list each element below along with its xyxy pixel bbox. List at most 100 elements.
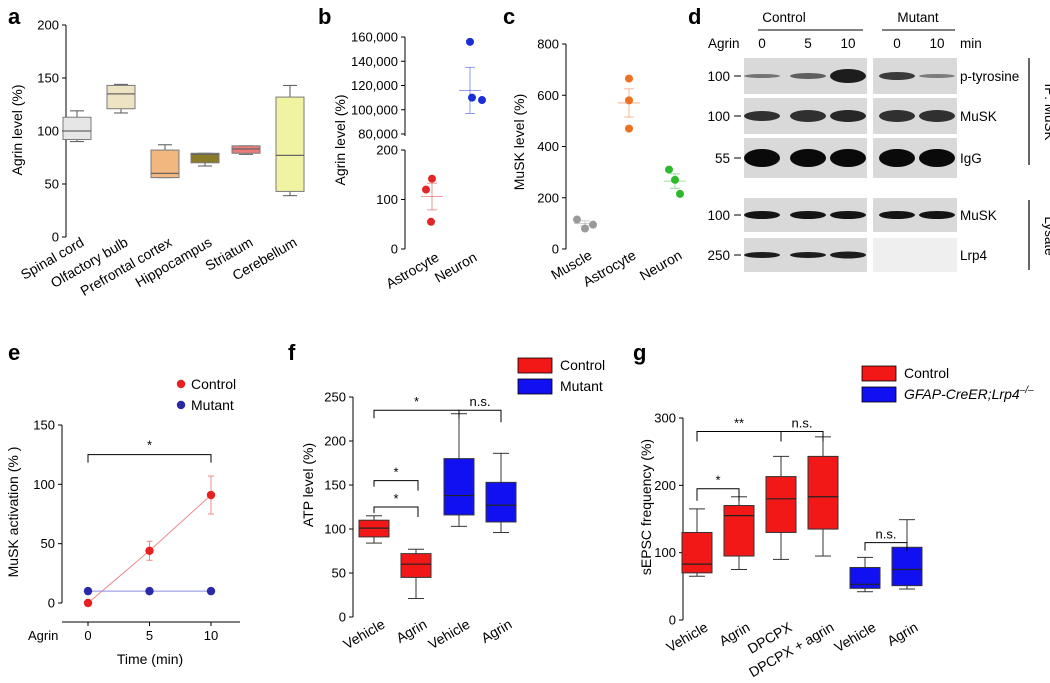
chart-c-ytick-label: 800	[537, 37, 559, 52]
chart-g-sig-bracket	[780, 430, 824, 442]
blot-row-label: MuSK	[960, 208, 997, 223]
chart-b-upper-ytick-label: 160,000	[351, 30, 398, 45]
chart-e-point	[206, 586, 216, 596]
panel-label-d: d	[688, 4, 701, 29]
chart-b-upper-ytick-label: 120,000	[351, 78, 398, 93]
blot-band	[790, 149, 826, 167]
chart-a-box	[190, 152, 220, 164]
panel-label-a: a	[8, 4, 21, 29]
chart-e-musk-activation: MuSK activation (% ) Agrin Time (min) 0 5…	[5, 376, 240, 667]
chart-c-ytick-label: 0	[552, 242, 559, 257]
chart-f-xlabel: Agrin	[393, 616, 429, 646]
chart-e-xtick-label: 5	[146, 628, 153, 643]
chart-e-point	[83, 598, 93, 608]
chart-c-point	[625, 124, 633, 133]
chart-g-sepsc: sEPSC frequency (%) 0 100 200 300 ** n.s. * n.…	[638, 365, 1034, 680]
chart-b-lower-ytick-label: 100	[376, 192, 398, 207]
chart-c-ytick-label: 600	[537, 88, 559, 103]
blot-row-label: Lrp4	[960, 248, 988, 263]
chart-f-xlabel: Vehicle	[340, 616, 387, 653]
chart-b-upper-ytick-label: 80,000	[358, 127, 398, 142]
blot-band	[744, 149, 780, 167]
chart-g-ylabel: sEPSC frequency (%)	[638, 439, 654, 575]
panel-label-g: g	[633, 340, 646, 365]
chart-g-sig-bracket	[864, 542, 908, 551]
chart-f-sig-label: *	[393, 491, 398, 506]
chart-f-xlabel: Agrin	[478, 616, 514, 646]
chart-f-ylabel: ATP level (%)	[300, 443, 316, 527]
blot-band	[830, 211, 866, 219]
blot-ip-label: IP: MuSK	[1042, 83, 1050, 140]
panel-label-b: b	[318, 4, 331, 29]
chart-a-box	[275, 96, 305, 192]
blot-band	[744, 74, 780, 78]
chart-c-point	[581, 224, 589, 233]
chart-e-legend-marker	[176, 379, 186, 389]
chart-e-xtick-label: 10	[204, 628, 218, 643]
chart-c-xlabel: Neuron	[637, 247, 685, 284]
chart-e-x-prefix: Agrin	[28, 628, 58, 643]
chart-c-ylabel: MuSK level (%)	[511, 94, 527, 190]
blot-mw-label: 250	[707, 248, 730, 263]
blot-band	[744, 252, 780, 258]
chart-f-ytick-label: 100	[324, 522, 346, 537]
chart-e-xtick-label: 0	[84, 628, 91, 643]
chart-f-legend-swatch	[517, 378, 553, 395]
blot-group-mutant: Mutant	[897, 10, 939, 25]
chart-a-ytick-label: 200	[37, 18, 59, 33]
chart-f-legend-swatch	[517, 357, 553, 374]
chart-b-point	[428, 174, 436, 183]
chart-e-ytick-label: 50	[41, 536, 55, 551]
chart-b-point	[422, 185, 430, 194]
chart-b-point	[478, 96, 486, 105]
chart-f-ytick-label: 50	[332, 566, 346, 581]
chart-e-legend-marker	[176, 400, 186, 410]
chart-f-sig-label: n.s.	[470, 394, 491, 409]
chart-e-ytick-label: 150	[33, 418, 55, 433]
chart-a-ytick-label: 150	[37, 71, 59, 86]
blot-band	[830, 251, 866, 259]
chart-b-lower-ytick-label: 200	[376, 143, 398, 158]
blot-band	[830, 110, 866, 122]
blot-mw-label: 55	[715, 151, 730, 166]
blot-mw-label: 100	[707, 69, 730, 84]
chart-g-box	[807, 455, 839, 530]
chart-f-ytick-label: 200	[324, 434, 346, 449]
blot-band	[919, 149, 955, 167]
chart-b-ylabel: Agrin level (%)	[332, 94, 348, 185]
blot-lysate-label: Lysate	[1042, 216, 1050, 255]
chart-a-ytick-label: 50	[45, 177, 59, 192]
chart-f-box	[443, 458, 475, 516]
chart-e-xlabel: Time (min)	[117, 651, 183, 667]
chart-c-point	[676, 189, 684, 198]
chart-b-upper-ytick-label: 140,000	[351, 54, 398, 69]
chart-g-ytick-label: 200	[654, 478, 676, 493]
chart-g-ytick-label: 0	[669, 613, 676, 628]
blot-membrane-mutant	[873, 238, 957, 272]
blot-time-label: 10	[929, 36, 944, 51]
chart-e-sig-label: *	[147, 438, 152, 453]
chart-c-ytick-label: 200	[537, 190, 559, 205]
chart-f-legend-label: Mutant	[560, 378, 603, 394]
chart-f-sig-bracket	[373, 409, 460, 419]
chart-g-legend-swatch	[861, 365, 897, 382]
chart-c-point	[625, 74, 633, 83]
chart-e-point	[145, 546, 154, 555]
chart-c-point	[665, 165, 673, 174]
blot-agrin-label: Agrin	[708, 36, 740, 51]
blot-band	[879, 149, 915, 167]
blot-band	[790, 73, 826, 79]
chart-g-xlabel: Agrin	[884, 619, 920, 649]
chart-g-legend-label: Control	[904, 365, 949, 381]
chart-g-ytick-label: 100	[654, 545, 676, 560]
chart-f-sig-bracket	[373, 506, 419, 517]
blot-band	[879, 211, 915, 219]
blot-band	[830, 149, 866, 167]
chart-c-point	[573, 215, 581, 224]
chart-b-lower-ytick-label: 0	[391, 242, 398, 257]
chart-e-legend-label: Mutant	[191, 397, 234, 413]
chart-e-ytick-label: 100	[33, 477, 55, 492]
blot-band	[879, 72, 915, 80]
chart-g-box	[765, 476, 797, 533]
